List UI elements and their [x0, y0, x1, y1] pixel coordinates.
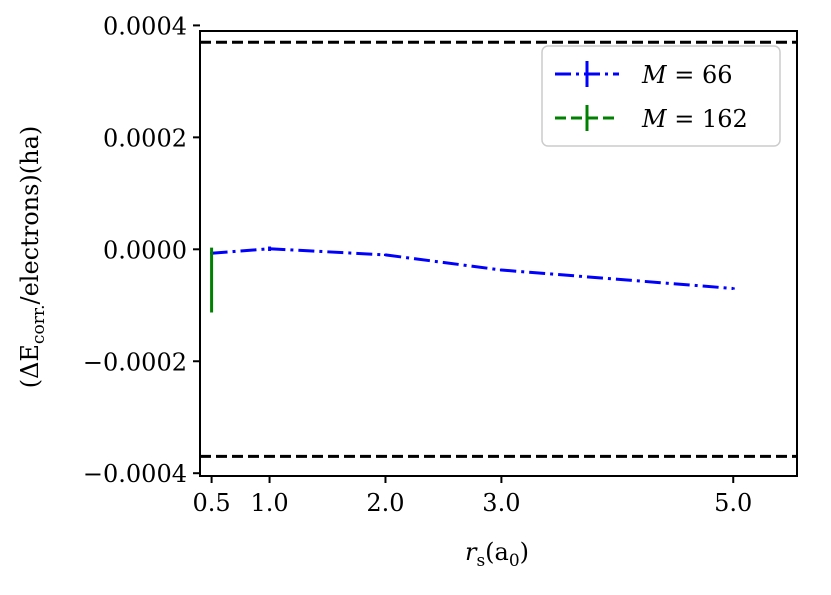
y-tick-label: 0.0004 [103, 12, 187, 40]
legend-box [541, 45, 781, 147]
x-axis-label: rs(a0) [465, 538, 529, 571]
legend: M = 66 M = 162 [541, 45, 781, 147]
y-axis-label: (ΔEcorr./electrons)(ha) [16, 126, 49, 389]
legend-label: M = 162 [641, 105, 748, 133]
series-line [211, 247, 734, 290]
legend-entry: M = 162 [555, 105, 748, 133]
x-tick-label: 0.5 [193, 489, 231, 517]
x-tick-label: 5.0 [714, 489, 752, 517]
y-tick-label: 0.0000 [103, 236, 187, 264]
y-tick-label: −0.0002 [83, 348, 187, 376]
series-1 [210, 246, 735, 290]
plot-area: 0.5 1.0 2.0 3.0 5.0 0.0004 0.0002 0.0000 −0.0002… [83, 12, 798, 517]
y-tick-label: 0.0002 [103, 124, 187, 152]
x-tick-label: 2.0 [366, 489, 404, 517]
x-tick-label: 1.0 [250, 489, 288, 517]
plot-frame [199, 30, 798, 477]
legend-label: M = 66 [641, 61, 732, 89]
legend-entry: M = 66 [555, 61, 732, 89]
y-tick-label: −0.0004 [83, 460, 187, 488]
x-tick-label: 3.0 [482, 489, 520, 517]
